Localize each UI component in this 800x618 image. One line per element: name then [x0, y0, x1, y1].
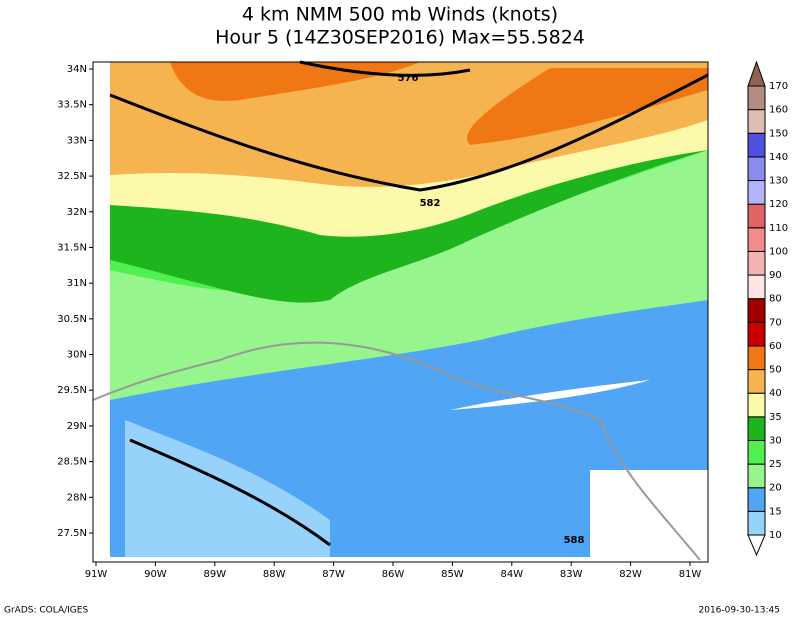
colorbar-label: 90 [769, 270, 782, 281]
colorbar-label: 160 [769, 105, 788, 116]
x-tick-label: 88W [263, 569, 286, 580]
y-tick-label: 30.5N [57, 314, 87, 325]
y-tick-label: 30N [67, 350, 87, 361]
x-axis: 91W 90W 89W 88W 87W 86W 85W 84W 83W 82W 81W [85, 562, 702, 580]
contour-582 [109, 73, 709, 192]
colorbar-label: 25 [769, 459, 782, 470]
colorbar-box [747, 250, 766, 276]
footer-right: 2016-09-30-13:45 [699, 606, 781, 616]
colorbar-triangle [747, 534, 766, 557]
height-contours [109, 60, 709, 547]
map-shading [93, 62, 708, 557]
y-tick-label: 34N [67, 64, 87, 75]
title-line-1: 4 km NMM 500 mb Winds (knots) [242, 4, 558, 26]
y-tick-label: 29.5N [57, 385, 87, 396]
orange-core-east [467, 68, 708, 145]
colorbar-label: 20 [769, 483, 782, 494]
y-tick-label: 32.5N [57, 171, 87, 182]
footer-left: GrADS: COLA/IGES [4, 606, 88, 616]
y-tick-label: 29N [67, 421, 87, 432]
colorbar-triangle [747, 60, 766, 87]
colorbar-box [747, 487, 766, 512]
colorbar-label: 40 [769, 388, 782, 399]
x-tick-label: 87W [322, 569, 345, 580]
y-tick-label: 33N [67, 135, 87, 146]
colorbar-box [747, 463, 766, 489]
x-tick-label: 85W [441, 569, 464, 580]
y-tick-label: 28.5N [57, 457, 87, 468]
x-tick-label: 91W [85, 569, 108, 580]
colorbar-box [747, 180, 766, 205]
colorbar-box [747, 510, 766, 536]
y-tick-label: 31.5N [57, 242, 87, 253]
colorbar-label: 140 [769, 152, 788, 163]
colorbar-box [747, 85, 766, 111]
colorbar-label: 35 [769, 412, 782, 423]
colorbar-label: 30 [769, 435, 782, 446]
contour-588 [129, 438, 331, 547]
colorbar-box [747, 298, 766, 323]
title-line-2: Hour 5 (14Z30SEP2016) Max=55.5824 [215, 27, 585, 49]
colorbar-box [747, 203, 766, 229]
y-tick-label: 33.5N [57, 100, 87, 111]
colorbar-label: 50 [769, 365, 782, 376]
colorbar-box [747, 132, 766, 158]
colorbar-label: 150 [769, 128, 788, 139]
colorbar-label: 70 [769, 317, 782, 328]
colorbar-box [747, 369, 766, 394]
map-frame [92, 61, 709, 563]
y-axis: 34N 33.5N 33N 32.5N 32N 31.5N 31N 30.5N 30N 29.5N… [57, 64, 93, 539]
light-blue-area [125, 420, 330, 557]
colorbar: 10 15 20 25 30 35 40 50 60 70 80 90 100 110 120 130 140 1… [747, 60, 788, 557]
colorbar-box [747, 416, 766, 441]
colorbar-label: 100 [769, 246, 788, 257]
x-tick-label: 90W [144, 569, 167, 580]
x-tick-label: 86W [382, 569, 405, 580]
colorbar-label: 130 [769, 176, 788, 187]
contour-576 [299, 60, 471, 77]
x-tick-label: 81W [679, 569, 702, 580]
colorbar-box [747, 156, 766, 182]
colorbar-box [747, 392, 766, 418]
gulf-coast [92, 341, 701, 561]
x-tick-label: 89W [203, 569, 226, 580]
land-blank-fl [590, 470, 708, 557]
x-tick-label: 82W [619, 569, 642, 580]
y-tick-label: 28N [67, 492, 87, 503]
contour-label: 588 [564, 535, 585, 546]
y-tick-label: 31N [67, 278, 87, 289]
colorbar-box [747, 321, 766, 347]
west-blank [93, 62, 110, 557]
contour-label: 576 [398, 73, 419, 84]
colorbar-box [747, 274, 766, 300]
coastline [92, 341, 701, 561]
colorbar-label: 15 [769, 506, 782, 517]
colorbar-box [747, 439, 766, 465]
colorbar-box [747, 345, 766, 371]
colorbar-label: 60 [769, 341, 782, 352]
colorbar-label: 110 [769, 223, 788, 234]
colorbar-label: 10 [769, 530, 782, 541]
y-tick-label: 32N [67, 207, 87, 218]
colorbar-label: 170 [769, 81, 788, 92]
weak-wind-area [450, 380, 650, 410]
y-tick-label: 27.5N [57, 528, 87, 539]
x-tick-label: 84W [500, 569, 523, 580]
colorbar-box [747, 109, 766, 134]
contour-label: 582 [420, 198, 441, 209]
colorbar-box [747, 227, 766, 252]
colorbar-label: 80 [769, 294, 782, 305]
x-tick-label: 83W [560, 569, 583, 580]
colorbar-label: 120 [769, 199, 788, 210]
